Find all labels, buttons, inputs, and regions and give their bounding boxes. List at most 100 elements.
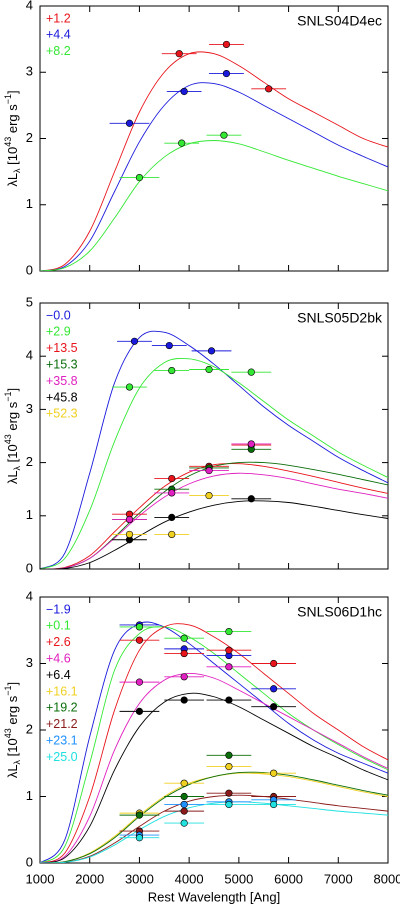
data-point xyxy=(125,530,134,539)
y-tick-label: 3 xyxy=(26,655,33,670)
data-point xyxy=(205,466,213,475)
y-axis-label: λLλ [1043 erg s−1] xyxy=(3,682,22,778)
y-axis-label: λLλ [1043 erg s−1] xyxy=(3,90,22,186)
data-point xyxy=(168,530,176,539)
y-axis-label-part: λ xyxy=(12,168,22,173)
y-tick-label: 4 xyxy=(26,0,33,12)
model-curve xyxy=(40,463,388,569)
data-point xyxy=(165,341,173,350)
plot-area xyxy=(40,621,388,863)
data-point xyxy=(135,811,144,819)
data-point xyxy=(220,131,228,139)
data-point xyxy=(135,834,144,842)
data-point xyxy=(205,365,213,374)
legend-entry: −0.0 xyxy=(46,308,71,322)
y-tick-label: 4 xyxy=(26,588,33,603)
model-curve xyxy=(40,472,388,569)
data-point xyxy=(225,800,233,809)
model-curve xyxy=(40,771,388,863)
data-point xyxy=(168,474,176,483)
data-point xyxy=(125,515,134,524)
legend-entry: +1.2 xyxy=(46,11,71,25)
data-point xyxy=(178,139,186,147)
data-point xyxy=(225,663,233,671)
y-axis-label: λLλ [1043 erg s−1] xyxy=(3,388,22,484)
model-curve xyxy=(40,82,388,271)
y-axis-label-part: λL xyxy=(5,173,20,187)
model-curve xyxy=(40,621,388,863)
data-point xyxy=(225,696,233,704)
y-axis-label-part: −1 xyxy=(3,391,13,401)
y-tick-label: 4 xyxy=(26,348,33,363)
y-tick-label: 0 xyxy=(26,262,33,277)
y-tick-label: 2 xyxy=(26,130,33,145)
model-curve xyxy=(40,626,388,863)
y-axis-label-part: erg s xyxy=(5,401,20,434)
y-axis-label-part: erg s xyxy=(5,104,20,137)
x-tick-label: 2000 xyxy=(75,871,104,886)
data-point xyxy=(270,685,278,693)
legend-entry: +0.1 xyxy=(46,619,71,633)
data-point xyxy=(180,649,188,658)
data-point xyxy=(180,779,188,787)
data-point xyxy=(180,87,188,96)
plot-area xyxy=(40,330,388,569)
legend-entry: +45.8 xyxy=(46,390,78,404)
legend-entry: +6.4 xyxy=(46,668,71,682)
data-point xyxy=(270,800,278,809)
y-axis-label-part: ] xyxy=(5,90,20,94)
data-point xyxy=(247,368,255,376)
y-axis-label-part: ] xyxy=(5,388,20,392)
data-point xyxy=(225,789,233,797)
data-point xyxy=(168,513,176,521)
panel: 0 1 2 3 4 5 λLλ [1043 erg s−1] SNLS05D2bk −0.0 +2… xyxy=(3,294,389,575)
y-axis-label-part: [10 xyxy=(5,147,20,169)
panel-title: SNLS04D4ec xyxy=(297,13,382,29)
model-curve xyxy=(40,500,388,569)
y-axis-label-part: λL xyxy=(5,764,20,778)
legend-entry: +23.1 xyxy=(46,733,78,747)
data-point xyxy=(247,495,255,503)
data-point xyxy=(168,489,176,497)
data-point xyxy=(225,646,233,654)
data-point xyxy=(135,636,144,644)
y-tick-label: 3 xyxy=(26,64,33,79)
model-curve xyxy=(40,801,388,863)
data-point xyxy=(168,366,176,375)
x-tick-label: 5000 xyxy=(224,871,253,886)
y-tick-label: 1 xyxy=(26,788,33,803)
x-tick-label: 8000 xyxy=(374,871,400,886)
data-point xyxy=(135,707,144,715)
model-curve xyxy=(40,330,388,569)
y-axis-label-part: −1 xyxy=(3,685,13,695)
model-curve xyxy=(40,772,388,863)
data-point xyxy=(265,85,273,93)
legend-entry: +52.3 xyxy=(46,407,78,421)
y-tick-label: 1 xyxy=(26,196,33,211)
legend-entry: +13.5 xyxy=(46,341,78,355)
y-axis-label-part: 43 xyxy=(3,434,13,444)
y-tick-label: 2 xyxy=(26,454,33,469)
data-point xyxy=(180,792,188,801)
model-curve xyxy=(40,794,388,863)
plot-area xyxy=(40,40,388,271)
data-point xyxy=(222,40,231,49)
panel: 0 1 2 3 4 λLλ [1043 erg s−1] SNLS04D4ec +1.2 +4.… xyxy=(3,0,389,277)
model-curve xyxy=(40,357,388,569)
y-axis-label-part: 43 xyxy=(3,137,13,147)
legend-entry: +35.8 xyxy=(46,374,78,388)
data-point xyxy=(207,347,216,355)
legend-entry: +21.2 xyxy=(46,717,78,731)
data-point xyxy=(180,634,188,642)
data-point xyxy=(270,769,278,777)
y-axis-label-part: 43 xyxy=(3,728,13,738)
panel-title: SNLS05D2bk xyxy=(297,310,383,326)
data-point xyxy=(180,800,188,809)
data-point xyxy=(175,50,183,58)
panel-title: SNLS06D1hc xyxy=(297,604,382,620)
data-point xyxy=(180,696,188,704)
model-curve xyxy=(40,51,388,271)
y-axis-label-part: ] xyxy=(5,682,20,686)
y-axis-label-part: λL xyxy=(5,470,20,484)
x-axis-label: Rest Wavelength [Ang] xyxy=(148,889,280,904)
